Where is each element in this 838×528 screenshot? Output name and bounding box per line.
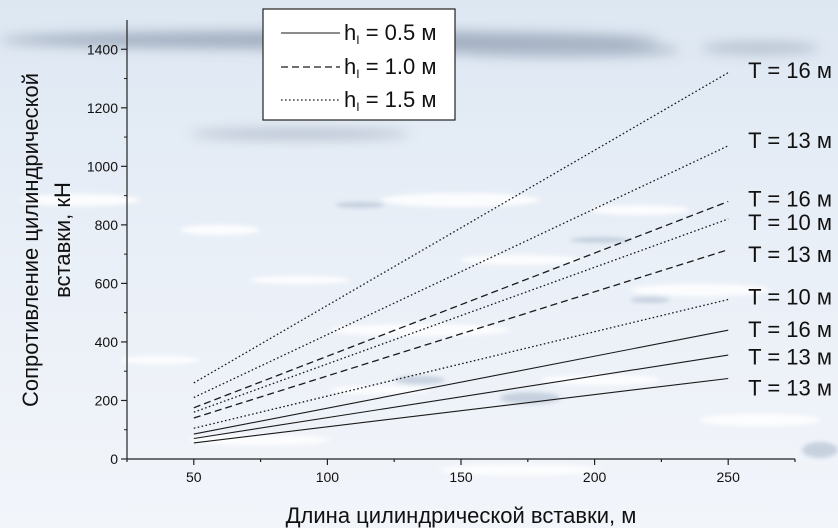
series-line-9	[193, 72, 729, 384]
annotation-group: T = 16 мT = 13 мT = 16 мT = 10 мT = 13 м…	[748, 58, 832, 401]
legend: hI = 0.5 м hI = 1.0 м hI = 1.5 м	[262, 8, 456, 121]
annotation-label-3: T = 16 м	[748, 187, 832, 212]
annotation-label-5: T = 13 м	[748, 242, 832, 267]
y-axis-label-line-2: вставки, кН	[50, 182, 75, 298]
x-tick-label: 50	[186, 469, 202, 485]
legend-box	[262, 8, 456, 121]
y-axis-label-line-1: Сопротивление цилиндрической	[18, 73, 43, 407]
y-tick-label: 800	[95, 217, 119, 233]
x-tick-label: 200	[583, 469, 607, 485]
series-line-3	[193, 329, 729, 435]
y-tick-label: 400	[95, 334, 119, 350]
legend-label-1: hI = 0.5 м	[344, 20, 437, 47]
annotation-label-4: T = 10 м	[748, 210, 832, 235]
y-tick-label: 200	[95, 392, 119, 408]
y-tick-label: 1400	[87, 41, 118, 57]
annotation-label-6: T = 10 м	[748, 285, 832, 310]
series-line-5	[193, 249, 729, 419]
x-tick-label: 100	[316, 469, 340, 485]
x-tick-label: 150	[449, 469, 473, 485]
series-line-2	[193, 354, 729, 440]
x-tick-label: 250	[717, 469, 741, 485]
y-axis-label: Сопротивление цилиндрической вставки, кН	[18, 73, 75, 407]
y-tick-label: 1200	[87, 100, 118, 116]
series-line-1	[193, 377, 729, 444]
series-line-8	[193, 145, 729, 399]
annotation-label-7: T = 16 м	[748, 317, 832, 342]
series-group	[193, 72, 729, 444]
annotation-label-2: T = 13 м	[748, 128, 832, 153]
y-tick-label: 1000	[87, 158, 118, 174]
series-line-7	[193, 200, 729, 409]
annotation-label-9: T = 13 м	[748, 375, 832, 400]
legend-label-3: hI = 1.5 м	[344, 87, 437, 114]
annotation-label-8: T = 13 м	[748, 345, 832, 370]
legend-label-2: hI = 1.0 м	[344, 54, 437, 81]
annotation-label-1: T = 16 м	[748, 58, 832, 83]
series-line-6	[193, 218, 729, 413]
y-tick-label: 600	[95, 275, 119, 291]
x-axis-label: Длина цилиндрической вставки, м	[286, 503, 637, 528]
y-tick-label: 0	[110, 451, 118, 467]
